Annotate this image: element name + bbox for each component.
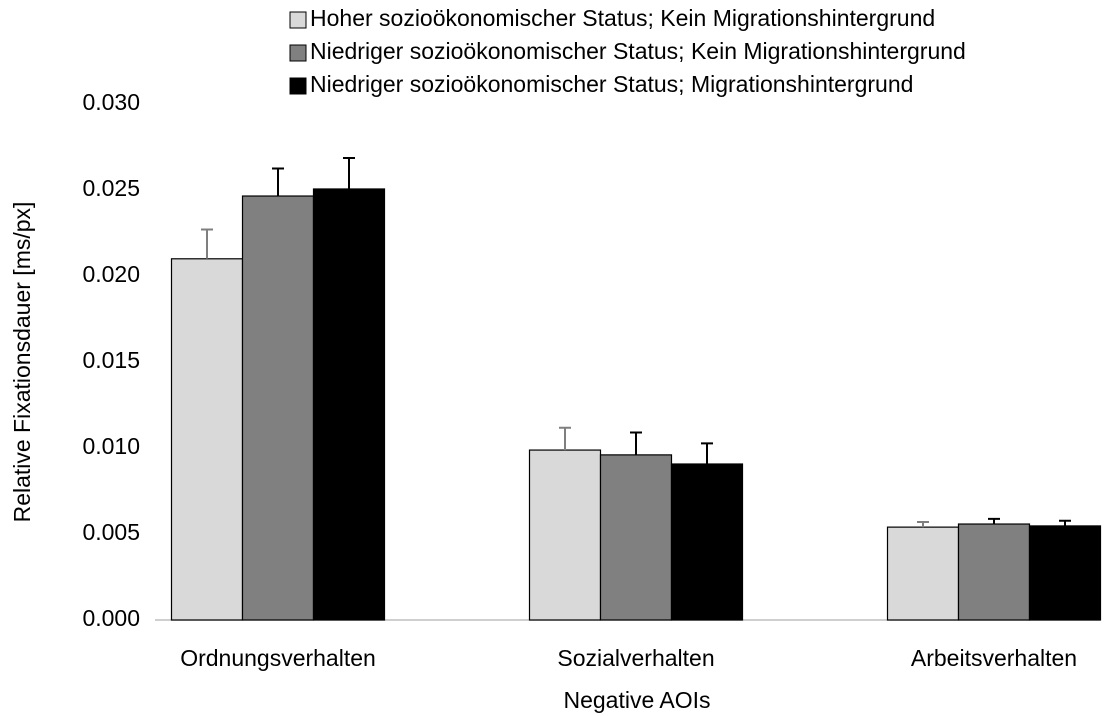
bar: [886, 526, 960, 621]
error-bar: [201, 228, 213, 259]
error-bar: [343, 157, 355, 189]
bar: [670, 463, 744, 621]
error-bar: [917, 520, 929, 528]
x-tick-label: Arbeitsverhalten: [911, 645, 1077, 671]
error-bar: [1059, 519, 1071, 526]
x-axis-title: Negative AOIs: [563, 687, 710, 713]
y-tick-label: 0.010: [82, 433, 140, 459]
y-axis-title: Relative Fixationsdauer [ms/px]: [9, 202, 35, 523]
error-bar: [559, 426, 571, 451]
legend-swatch: [289, 11, 307, 29]
bar: [599, 454, 673, 621]
bar: [1028, 525, 1102, 621]
legend-label: Hoher sozioökonomischer Status; Kein Mig…: [310, 5, 935, 31]
y-tick-label: 0.025: [82, 175, 140, 201]
bar: [957, 523, 1031, 621]
error-bar: [988, 517, 1000, 525]
bar: [528, 449, 602, 621]
y-tick-label: 0.000: [82, 605, 140, 631]
y-tick-label: 0.020: [82, 261, 140, 287]
x-tick-label: Sozialverhalten: [557, 645, 714, 671]
error-bar: [630, 431, 642, 455]
error-bar: [272, 167, 284, 197]
legend-label: Niedriger sozioökonomischer Status; Kein…: [310, 38, 966, 64]
y-tick-label: 0.015: [82, 347, 140, 373]
legend-swatch: [289, 77, 307, 95]
y-tick-label: 0.030: [82, 89, 140, 115]
y-tick-label: 0.005: [82, 519, 140, 545]
bar: [170, 258, 244, 621]
bar: [312, 188, 386, 621]
legend-label: Niedriger sozioökonomischer Status; Migr…: [310, 71, 913, 97]
error-bar: [701, 442, 713, 464]
bar: [241, 195, 315, 621]
legend-swatch: [289, 44, 307, 62]
x-tick-label: Ordnungsverhalten: [180, 645, 376, 671]
